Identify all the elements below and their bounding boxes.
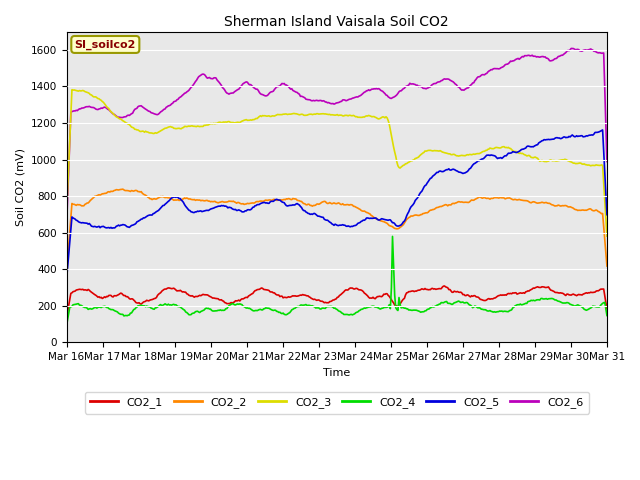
CO2_3 xyxy=(321,111,328,117)
Line: CO2_2: CO2_2 xyxy=(67,189,607,273)
CO2_5 xyxy=(385,217,392,223)
CO2_3 xyxy=(356,114,364,120)
Line: CO2_3: CO2_3 xyxy=(67,90,607,236)
CO2_2 xyxy=(507,195,515,201)
CO2_3 xyxy=(603,233,611,239)
CO2_1 xyxy=(591,289,599,295)
CO2_2 xyxy=(356,206,364,212)
Title: Sherman Island Vaisala Soil CO2: Sherman Island Vaisala Soil CO2 xyxy=(225,15,449,29)
CO2_6 xyxy=(355,93,363,99)
CO2_2 xyxy=(63,270,70,276)
CO2_1 xyxy=(63,315,70,321)
CO2_3 xyxy=(591,163,599,168)
CO2_5 xyxy=(319,215,327,220)
CO2_4 xyxy=(388,234,396,240)
CO2_4 xyxy=(591,303,599,309)
CO2_5 xyxy=(63,277,70,283)
CO2_6 xyxy=(603,158,611,164)
CO2_3 xyxy=(507,145,515,151)
Y-axis label: Soil CO2 (mV): Soil CO2 (mV) xyxy=(15,148,25,226)
X-axis label: Time: Time xyxy=(323,368,350,378)
Text: SI_soilco2: SI_soilco2 xyxy=(75,39,136,49)
CO2_1 xyxy=(323,300,330,306)
CO2_3 xyxy=(68,87,76,93)
CO2_2 xyxy=(119,186,127,192)
CO2_1 xyxy=(385,292,392,298)
CO2_5 xyxy=(506,150,513,156)
CO2_4 xyxy=(385,304,392,310)
CO2_5 xyxy=(590,131,598,137)
Line: CO2_4: CO2_4 xyxy=(67,237,607,326)
CO2_4 xyxy=(355,308,363,314)
CO2_3 xyxy=(63,213,70,218)
CO2_2 xyxy=(603,263,611,269)
CO2_6 xyxy=(567,46,575,51)
CO2_1 xyxy=(355,287,363,293)
CO2_4 xyxy=(603,312,611,318)
CO2_5 xyxy=(323,217,330,223)
CO2_1 xyxy=(507,290,515,296)
Line: CO2_6: CO2_6 xyxy=(67,48,607,228)
CO2_2 xyxy=(385,223,393,228)
Legend: CO2_1, CO2_2, CO2_3, CO2_4, CO2_5, CO2_6: CO2_1, CO2_2, CO2_3, CO2_4, CO2_5, CO2_6 xyxy=(84,392,589,414)
CO2_2 xyxy=(591,208,599,214)
CO2_4 xyxy=(63,323,70,329)
CO2_4 xyxy=(507,308,515,313)
CO2_1 xyxy=(603,306,611,312)
Line: CO2_1: CO2_1 xyxy=(67,286,607,318)
CO2_2 xyxy=(321,198,328,204)
CO2_2 xyxy=(324,201,332,206)
CO2_6 xyxy=(506,60,513,65)
CO2_6 xyxy=(385,94,392,100)
CO2_5 xyxy=(355,220,363,226)
CO2_6 xyxy=(319,98,327,104)
CO2_5 xyxy=(603,212,611,217)
CO2_5 xyxy=(599,127,607,133)
CO2_1 xyxy=(319,299,327,305)
CO2_4 xyxy=(323,304,330,310)
CO2_1 xyxy=(441,283,449,289)
CO2_3 xyxy=(324,111,332,117)
CO2_6 xyxy=(323,99,330,105)
CO2_4 xyxy=(319,305,327,311)
CO2_6 xyxy=(63,225,70,230)
CO2_3 xyxy=(385,121,393,127)
CO2_6 xyxy=(591,48,599,54)
Line: CO2_5: CO2_5 xyxy=(67,130,607,280)
